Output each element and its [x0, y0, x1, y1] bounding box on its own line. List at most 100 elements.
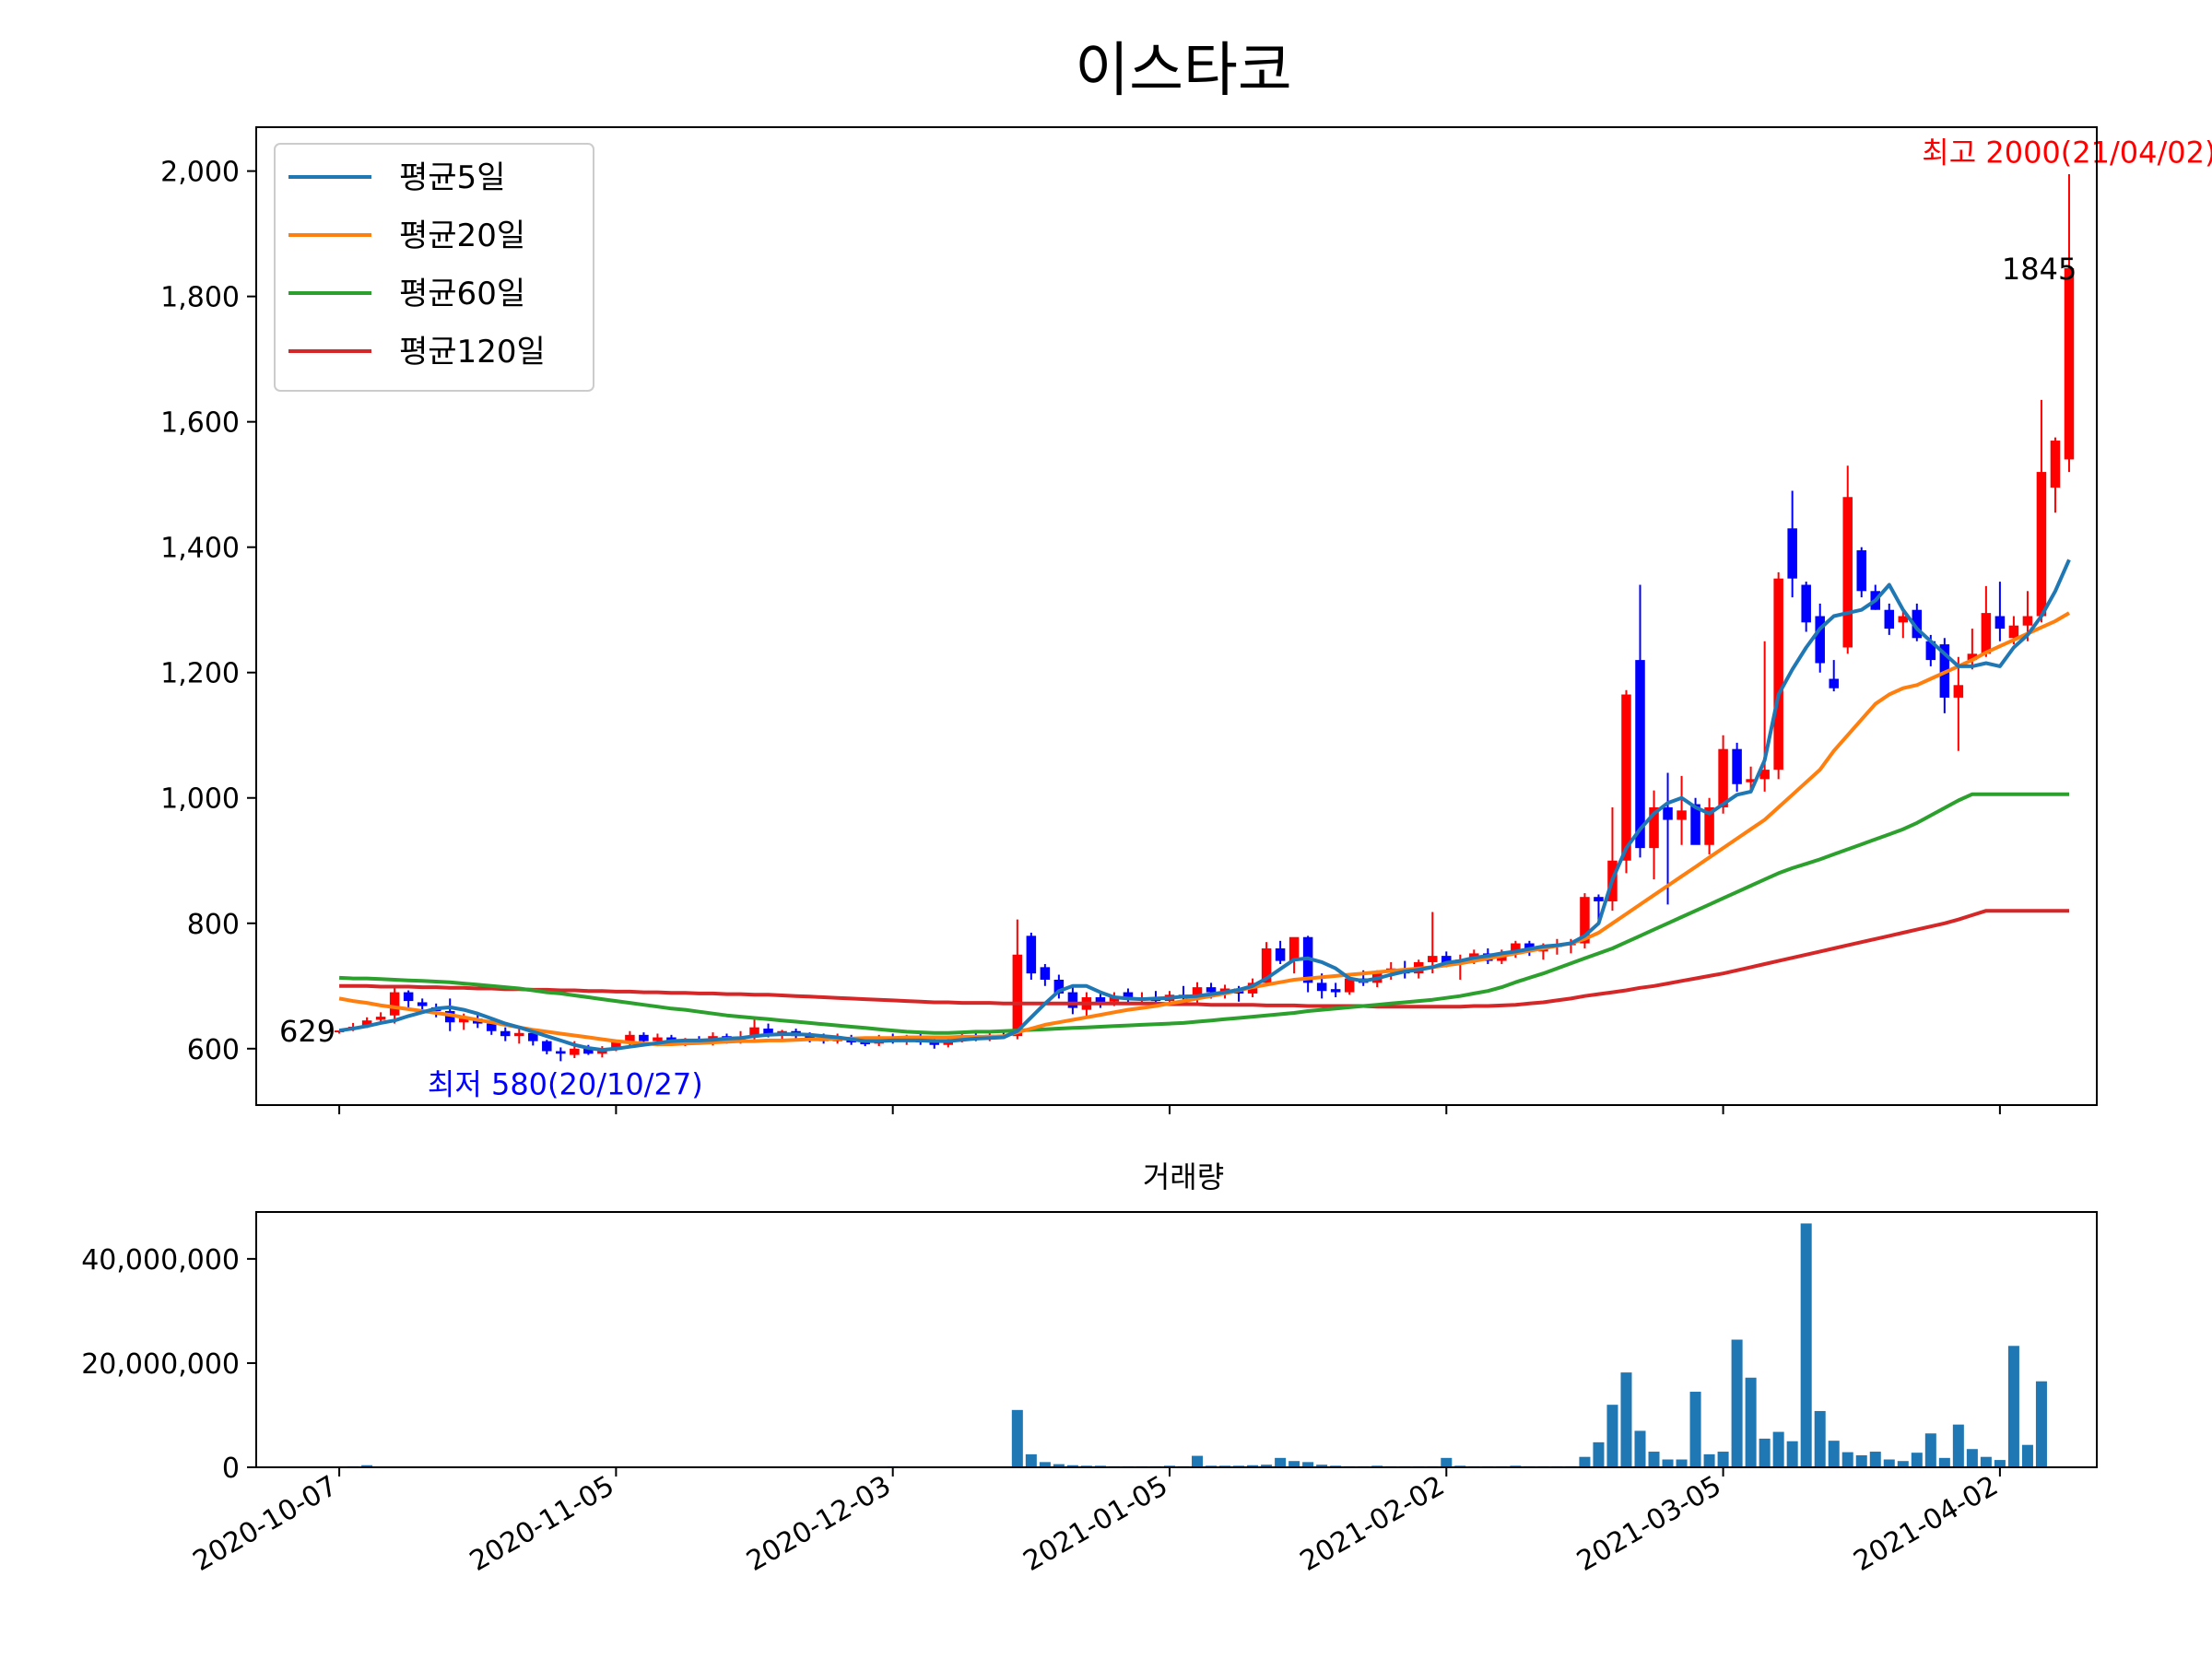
candle-body: [1677, 810, 1687, 820]
candle-body: [2050, 441, 2061, 488]
ma5-line: [338, 559, 2071, 1053]
candle-body: [1746, 779, 1756, 782]
volume-bar: [1745, 1377, 1757, 1467]
candle-body: [1925, 641, 1936, 661]
candle-body: [763, 1029, 773, 1035]
volume-bar: [1855, 1454, 1867, 1467]
volume-bar: [1634, 1430, 1646, 1467]
candle-body: [375, 1017, 386, 1020]
volume-bar: [1772, 1431, 1784, 1467]
candle-body: [542, 1041, 552, 1052]
candle-body: [1663, 806, 1673, 820]
volume-bar: [1011, 1409, 1023, 1467]
volume-bar: [1731, 1339, 1743, 1467]
ma120-line: [339, 909, 2069, 1009]
legend-label: 평균60일: [399, 276, 525, 312]
x-tick-label: 2021-02-02: [1295, 1470, 1450, 1578]
volume-bar: [1800, 1223, 1812, 1467]
y-tick-label: 1,200: [160, 658, 240, 690]
volume-bar: [1066, 1465, 1078, 1467]
volume-y-tick-label: 20,000,000: [81, 1348, 240, 1381]
legend-label: 평균20일: [399, 218, 525, 254]
ma20-line: [338, 611, 2071, 1046]
y-tick-label: 1,800: [160, 282, 240, 314]
x-tick-label: 2020-12-03: [741, 1470, 896, 1578]
ma60-line: [339, 792, 2069, 1035]
volume-bar: [1441, 1457, 1453, 1467]
volume-bar: [1924, 1433, 1936, 1467]
price-annotation: 1845: [2002, 252, 2077, 287]
candle-body: [1856, 550, 1866, 592]
candle-body: [639, 1034, 649, 1041]
x-tick-label: 2021-01-05: [1018, 1470, 1172, 1578]
y-tick-label: 1,000: [160, 783, 240, 816]
candle-body: [1053, 979, 1065, 994]
volume-bar: [1994, 1460, 2006, 1467]
candle-body: [805, 1036, 815, 1039]
candle-body: [1829, 678, 1839, 688]
candle-body: [860, 1041, 870, 1044]
legend-box: [274, 143, 594, 392]
legend-label: 평균120일: [399, 334, 546, 371]
candle-body: [500, 1030, 511, 1037]
volume-bar: [1980, 1456, 1992, 1467]
volume-bar: [2021, 1444, 2033, 1467]
volume-bar: [1814, 1410, 1826, 1467]
volume-bar: [1897, 1461, 1909, 1467]
candle-body: [1026, 935, 1037, 974]
candle-body: [611, 1041, 621, 1049]
candle-body: [1067, 992, 1078, 1008]
candle-body: [1773, 578, 1783, 771]
candle-body: [458, 1018, 469, 1023]
volume-bar: [1869, 1452, 1881, 1467]
candle-body: [389, 992, 400, 1016]
candle-body: [1981, 613, 1992, 654]
candle-body: [653, 1037, 663, 1041]
candle-body: [1012, 954, 1023, 1037]
candle-body: [1732, 748, 1742, 784]
x-tick-label: 2021-03-05: [1571, 1470, 1726, 1578]
candle-body: [1344, 978, 1355, 993]
candle-body: [1261, 947, 1272, 983]
candle-body: [2022, 616, 2033, 626]
candle-body: [1815, 616, 1825, 664]
volume-bar: [1828, 1441, 1840, 1467]
candle-body: [1842, 497, 1853, 648]
x-tick-label: 2020-10-07: [188, 1470, 343, 1578]
volume-bar: [1662, 1459, 1674, 1467]
candle-body: [1912, 609, 1923, 639]
volume-bar: [1247, 1465, 1259, 1467]
candle-body: [1330, 989, 1341, 993]
candle-body: [487, 1023, 497, 1031]
candle-body: [929, 1041, 939, 1045]
candle-body: [1884, 609, 1895, 629]
price-axes-frame: [255, 126, 2098, 1106]
volume-bar: [1606, 1405, 1618, 1467]
candle-body: [1123, 992, 1134, 1000]
candle-body: [2008, 625, 2019, 639]
candle-body: [2064, 268, 2075, 460]
volume-bar: [1717, 1452, 1729, 1467]
volume-bar: [1302, 1462, 1314, 1467]
volume-y-tick-label: 40,000,000: [81, 1244, 240, 1277]
candle-body: [1040, 967, 1051, 980]
volume-bar: [1039, 1462, 1051, 1467]
volume-bar: [1938, 1457, 1950, 1467]
candle-body: [403, 992, 414, 1002]
price-annotation: 최고 2000(21/04/02): [1922, 135, 2212, 171]
volume-bar: [1689, 1392, 1701, 1467]
x-tick-label: 2021-04-02: [1848, 1470, 2003, 1578]
candle-body: [1718, 748, 1728, 807]
candle-body: [334, 1030, 345, 1033]
candle-body: [1704, 806, 1714, 845]
volume-bar: [1966, 1449, 1978, 1467]
candle-body: [1288, 936, 1300, 961]
candle-body: [1649, 806, 1659, 849]
y-tick-label: 2,000: [160, 157, 240, 189]
volume-bar: [1053, 1464, 1065, 1467]
volume-y-tick-label: 0: [222, 1453, 240, 1485]
volume-chart-title: 거래량: [1143, 1159, 1224, 1194]
